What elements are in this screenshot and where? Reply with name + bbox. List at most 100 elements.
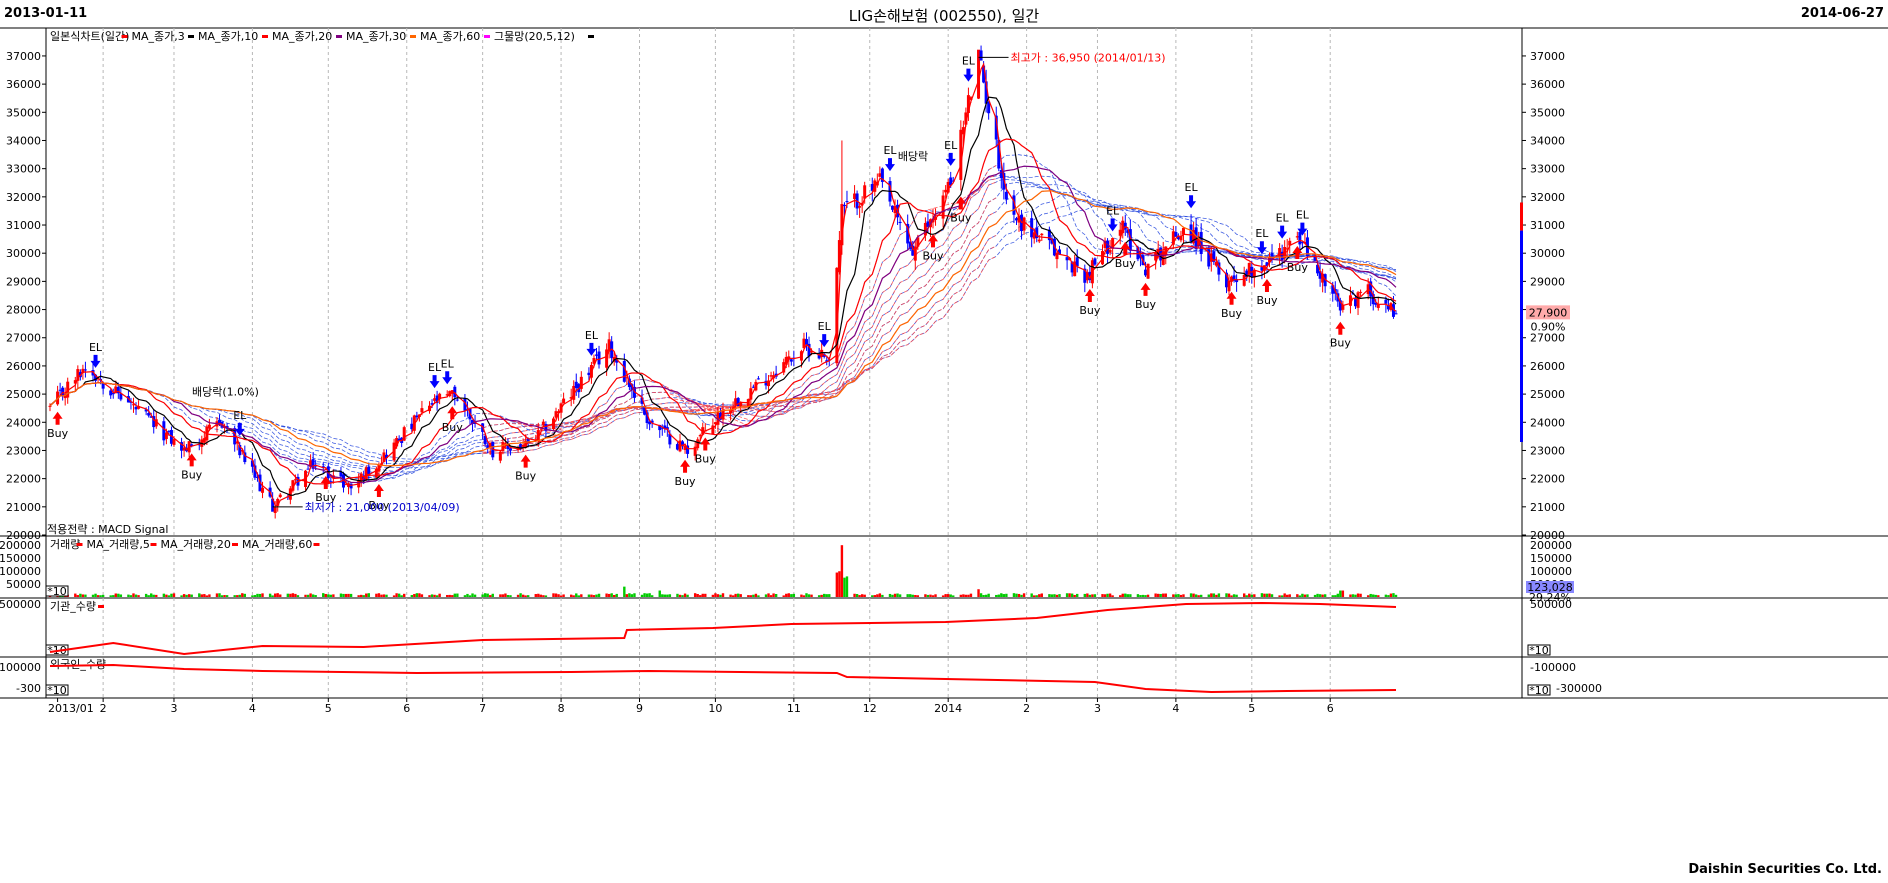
candle-body [1030,218,1034,238]
candle-body [435,395,439,404]
volume-bar [537,593,540,597]
candle-body [1118,229,1122,236]
volume-bar [628,593,631,597]
candle-body [756,378,760,380]
volume-bar [1126,594,1130,597]
candle-body [1376,304,1380,308]
volume-bar [81,594,85,597]
volume-bar [1336,593,1340,597]
volume-bar [1015,593,1018,597]
volume-bar [1022,593,1026,597]
price-tick-label-right: 21000 [1530,501,1565,514]
volume-bar [580,594,583,597]
volume-bar [261,593,264,597]
buy-arrow-icon [700,437,711,451]
dividend-label-2013: 배당락(1.0%) [192,386,259,399]
x-axis-label: 8 [558,702,565,715]
volume-bar [1030,593,1033,597]
el-signal-label: EL [89,341,103,354]
volume-bar [721,593,725,597]
candle-body [579,376,583,389]
candle-body [341,474,345,488]
volume-bar [1366,595,1370,597]
el-arrow-icon [819,334,830,348]
volume-bar [1182,594,1185,597]
volume-bar [435,595,439,597]
volume-bar [747,595,750,597]
price-tick-label-right: 24000 [1530,416,1565,429]
volume-bar [483,593,487,597]
volume-bar [969,593,973,597]
candle-body [906,223,910,244]
price-tick-label-left: 35000 [6,106,41,119]
volume-bar [802,595,806,597]
volume-bar [823,593,826,597]
ribbon-line [49,154,1397,484]
x-axis-label: 12 [863,702,877,715]
candle-body [253,465,257,478]
candle-body [587,372,591,376]
foreign-multiplier-box-right [1527,684,1551,696]
volume-bar [1394,594,1398,597]
candle-body [817,354,821,359]
volume-bar [1002,594,1006,597]
candle-body [238,445,242,456]
volume-bar [453,593,457,597]
volume-bar [1017,593,1021,597]
volume-bar [112,595,115,597]
volume-bar [367,593,370,597]
candle-body [526,438,530,443]
price-tick-label-left: 26000 [6,360,41,373]
volume-bar [873,595,877,597]
end-date: 2014-06-27 [1800,6,1884,21]
candle-body [845,201,849,203]
candle-body [1321,273,1325,283]
candle-body [1318,271,1322,279]
volume-bar [716,594,720,597]
price-tick-label-right: 32000 [1530,191,1565,204]
candle-body [1103,240,1107,248]
x-axis-label: 3 [170,702,177,715]
volume-bar [397,593,401,597]
el-signal-label: EL [1185,181,1199,194]
volume-bar [790,594,793,597]
volume-bar [1144,595,1147,597]
volume-bar [446,594,449,597]
price-tick-label-right: 25000 [1530,388,1565,401]
volume-bar [1212,593,1216,597]
x-axis-label: 4 [249,702,256,715]
candle-body [842,204,846,207]
candle-body [994,115,998,140]
candle-body [1242,275,1246,286]
candle-body [1108,249,1112,253]
buy-signal-label: Buy [315,491,337,504]
volume-bar [342,593,345,597]
price-tick-label-left: 24000 [6,416,41,429]
volume-bar [1050,594,1054,597]
volume-bar [1192,593,1195,597]
candle-body [926,221,930,227]
volume-bar [152,594,155,597]
el-signal-label: EL [1296,209,1310,222]
volume-bar [524,595,527,597]
candle-body [751,386,755,388]
volume-bar [448,594,451,597]
volume-bar [1005,593,1008,597]
volume-bar [101,594,105,597]
candle-body [349,483,353,489]
volume-bar [382,594,386,597]
candle-body [455,399,459,401]
price-tick-label-right: 33000 [1530,163,1565,176]
candle-body [1083,268,1087,283]
volume-bar [1217,593,1221,597]
volume-bar [1174,594,1178,597]
candle-body [1348,295,1352,306]
volume-bar [896,593,899,597]
candle-body [276,498,280,506]
volume-bar [243,593,247,597]
volume-bar [430,594,434,597]
candle-body [131,404,135,406]
el-signal-label: EL [585,329,599,342]
main-legend-swatch [121,35,128,38]
